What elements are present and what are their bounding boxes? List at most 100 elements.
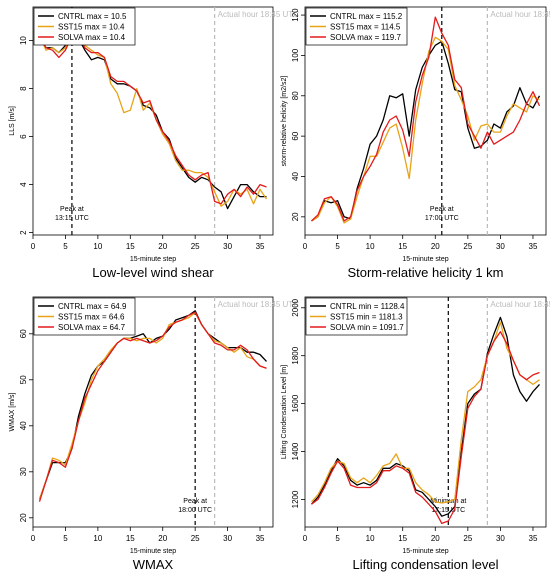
plot-frame [304,296,547,528]
x-tick-label: 0 [31,242,36,251]
x-tick-label: 10 [93,242,102,251]
x-tick-label: 20 [431,242,440,251]
y-tick-label: 60 [19,329,28,338]
x-tick-label: 15 [398,534,407,543]
x-tick-label: 10 [366,242,375,251]
chart-panel: 0 5 10 15 20 25 30 35 2 4 6 8 10 15-minute step LLS [m… [9,6,300,280]
series-line [311,40,541,222]
y-axis-label: storm-relative helicity [m2/s2] [281,76,288,167]
legend-entry: SST15 max = 10.4 [58,23,125,32]
legend-entry: SOLVA max = 10.4 [58,33,126,42]
legend-entry: SOLVA min = 1091.7 [330,323,404,332]
legend-entry: SST15 max = 64.6 [58,313,125,322]
actual-hour-label: Actual hour 18:45 UTC [490,10,550,19]
y-axis-label: Lifting Condensation Level [m] [281,365,288,459]
x-tick-label: 25 [191,534,200,543]
y-tick-label: 1400 [291,442,300,460]
y-tick-label: 2 [19,230,28,235]
y-tick-label: 30 [19,467,28,476]
x-tick-label: 5 [335,534,340,543]
x-tick-label: 30 [223,242,232,251]
chart-title: Lifting condensation level [353,557,499,572]
x-tick-label: 10 [366,534,375,543]
y-tick-label: 2000 [291,298,300,316]
x-axis-label: 15-minute step [130,548,176,555]
legend-entry: SOLVA max = 119.7 [330,33,401,42]
legend-entry: SST15 min = 1181.3 [330,313,403,322]
x-tick-label: 0 [303,534,308,543]
x-tick-label: 20 [158,242,167,251]
peak-time-label: 17:15 UTC [431,507,465,514]
x-tick-label: 35 [256,242,265,251]
y-tick-label: 20 [19,513,28,522]
x-tick-label: 15 [126,534,135,543]
chart-title: Low-level wind shear [92,265,214,280]
legend-entry: CNTRL max = 115.2 [330,12,403,21]
y-tick-label: 10 [19,36,28,45]
actual-hour-label: Actual hour 18:45 UTC [218,10,300,19]
x-tick-label: 5 [335,242,340,251]
x-tick-label: 5 [63,534,68,543]
y-tick-label: 50 [19,375,28,384]
y-tick-label: 8 [19,86,28,91]
chart-panel: 0 5 10 15 20 25 30 35 1200 1400 1600 1800 2000 15-min… [281,296,550,572]
x-tick-label: 25 [463,534,472,543]
series-line [38,35,267,205]
peak-label: Peak at [60,206,84,213]
chart-title: Storm-relative helicity 1 km [347,265,503,280]
y-tick-label: 20 [291,212,300,221]
series-line [38,311,267,502]
x-tick-label: 20 [158,534,167,543]
x-tick-label: 0 [31,534,36,543]
x-tick-label: 35 [529,534,538,543]
x-tick-label: 30 [496,242,505,251]
x-tick-label: 0 [303,242,308,251]
series-line [311,331,540,525]
y-tick-label: 1600 [291,394,300,412]
chart-title: WMAX [133,557,174,572]
legend-entry: CNTRL min = 1128.4 [330,302,405,311]
x-tick-label: 30 [223,534,232,543]
x-axis-label: 15-minute step [130,256,176,263]
actual-hour-label: Actual hour 18:45 UTC [490,300,550,309]
x-tick-label: 15 [126,242,135,251]
y-tick-label: 120 [291,8,300,22]
y-axis-label: WMAX [m/s] [9,393,16,432]
plot-frame [32,296,274,528]
peak-label: Peak at [430,206,454,213]
x-tick-label: 15 [398,242,407,251]
series-line [38,311,267,500]
legend-entry: SOLVA max = 64.7 [58,323,126,332]
y-tick-label: 40 [19,421,28,430]
actual-hour-label: Actual hour 18:45 UTC [218,300,300,309]
series-line [311,316,540,517]
y-tick-label: 40 [291,171,300,180]
y-tick-label: 4 [19,182,28,187]
y-tick-label: 100 [291,48,300,62]
x-tick-label: 20 [431,534,440,543]
x-axis-label: 15-minute step [402,256,448,263]
y-tick-label: 1200 [291,490,300,508]
plot-frame [304,6,547,236]
series-line [38,310,267,500]
x-tick-label: 10 [93,534,102,543]
peak-time-label: 18:00 UTC [178,507,212,514]
series-line [311,16,541,222]
y-tick-label: 60 [291,131,300,140]
series-line [38,32,267,210]
y-tick-label: 6 [19,134,28,139]
x-tick-label: 25 [191,242,200,251]
x-tick-label: 35 [529,242,538,251]
peak-time-label: 17:00 UTC [425,215,459,222]
legend-entry: CNTRL max = 10.5 [58,12,127,21]
legend-entry: CNTRL max = 64.9 [58,302,127,311]
series-line [38,32,268,207]
series-line [311,321,540,504]
y-axis-label: LLS [m/s] [9,106,16,136]
chart-panel: 0 5 10 15 20 25 30 35 20 30 40 50 60 15-minute step WM… [9,296,300,572]
x-axis-label: 15-minute step [402,548,448,555]
legend-entry: SST15 max = 114.5 [330,23,401,32]
y-tick-label: 80 [291,91,300,100]
x-tick-label: 35 [256,534,265,543]
